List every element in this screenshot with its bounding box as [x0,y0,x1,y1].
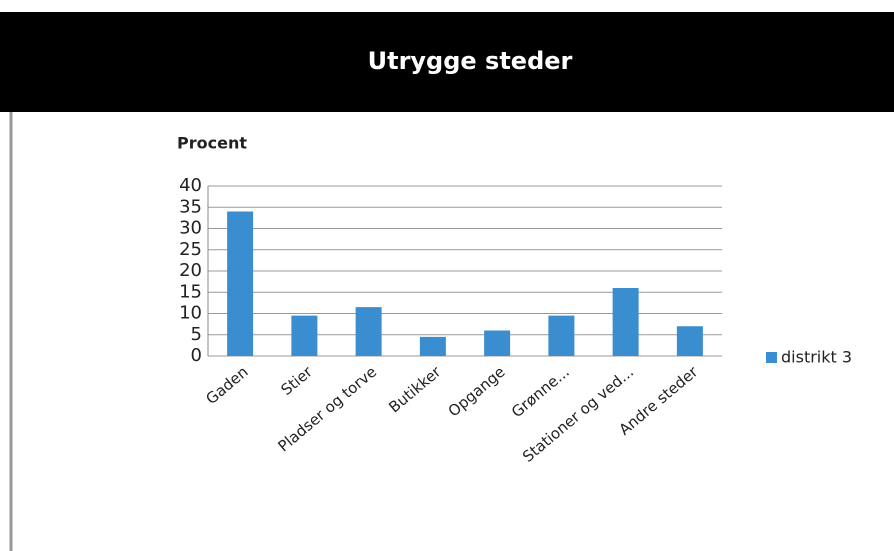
bar [676,326,703,356]
x-tick-label: Opgange [445,363,509,421]
y-tick-label: 5 [191,324,202,345]
bar [548,315,575,356]
x-tick-label: Stationer og ved... [519,363,637,466]
y-tick-label: 20 [179,260,202,281]
bar [291,315,318,356]
bar [419,336,446,356]
y-tick-label: 35 [179,196,202,217]
x-tick-label: Grønne... [508,363,573,421]
legend-swatch [766,352,777,363]
bar [484,330,511,356]
bar [227,211,254,356]
y-axis-label: Procent [177,134,247,153]
x-tick-label: Butikker [385,362,445,416]
bar [355,307,382,356]
chart-title: Utrygge steder [368,47,573,75]
y-tick-label: 0 [191,345,202,366]
bar [612,288,639,356]
y-tick-label: 30 [179,218,202,239]
x-tick-label: Gaden [202,363,251,408]
y-tick-label: 40 [179,175,202,196]
y-tick-label: 25 [179,239,202,260]
y-tick-label: 10 [179,303,202,324]
legend-label: distrikt 3 [781,348,852,367]
x-tick-label: Stier [277,362,316,399]
y-tick-label: 15 [179,281,202,302]
header-band [0,12,894,112]
